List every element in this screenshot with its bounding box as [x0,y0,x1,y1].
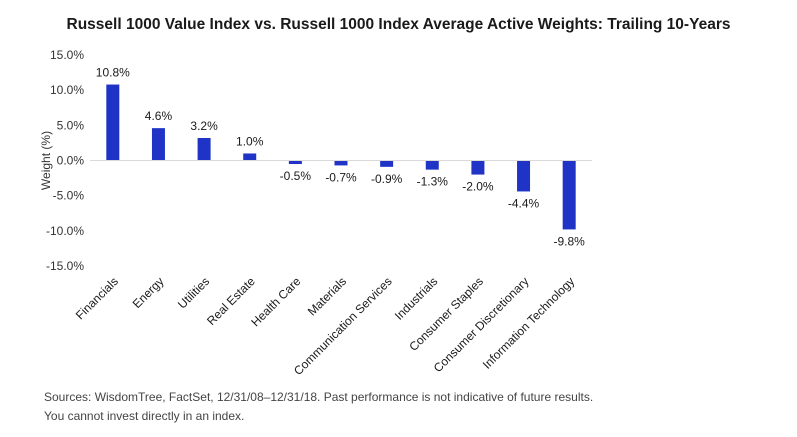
data-label: 1.0% [236,134,264,148]
footnote-sources: Sources: WisdomTree, FactSet, 12/31/08–1… [44,390,594,404]
x-tick-label: Information Technology [480,274,577,371]
data-label: 3.2% [190,119,218,133]
bar-health-care [288,160,302,165]
data-label: -0.9% [371,172,403,186]
y-tick-label: 15.0% [50,48,84,62]
bar-information-technology [562,160,576,230]
bar-utilities [197,137,211,161]
data-label: -9.8% [554,234,586,248]
bars [106,84,576,230]
chart-title: Russell 1000 Value Index vs. Russell 100… [66,16,731,33]
bar-energy [151,128,165,161]
footnote-disclaimer: You cannot invest directly in an index. [44,409,245,423]
data-label: -1.3% [417,175,449,189]
bar-consumer-discretionary [517,160,531,192]
y-tick-label: -5.0% [53,189,85,203]
x-tick-label: Energy [130,274,167,311]
data-label: -2.0% [462,180,494,194]
y-tick-label: 5.0% [57,118,85,132]
bar-materials [334,160,348,166]
x-tick-label: Materials [305,274,349,318]
data-label: 10.8% [96,66,130,80]
data-label: -0.7% [325,170,357,184]
data-label: 4.6% [145,109,173,123]
y-axis: 15.0% 10.0% 5.0% 0.0% -5.0% -10.0% -15.0% [46,48,84,273]
y-tick-label: 10.0% [50,83,84,97]
bar-consumer-staples [471,160,485,175]
x-tick-label: Financials [73,274,121,322]
y-tick-label: -10.0% [46,224,84,238]
data-label: -4.4% [508,196,540,210]
value-labels: 10.8% 4.6% 3.2% 1.0% -0.5% -0.7% -0.9% -1.3% -2.… [96,66,585,249]
x-tick-label: Utilities [175,274,212,311]
data-label: -0.5% [280,169,312,183]
bar-communication-services [380,160,394,167]
bar-financials [106,84,120,161]
bar-real-estate [243,153,257,161]
bar-industrials [425,160,439,170]
y-tick-label: -15.0% [46,259,84,273]
y-axis-title: Weight (%) [39,131,53,190]
x-tick-label: Industrials [392,274,441,323]
x-tick-label: Health Care [248,274,303,329]
y-tick-label: 0.0% [57,154,85,168]
